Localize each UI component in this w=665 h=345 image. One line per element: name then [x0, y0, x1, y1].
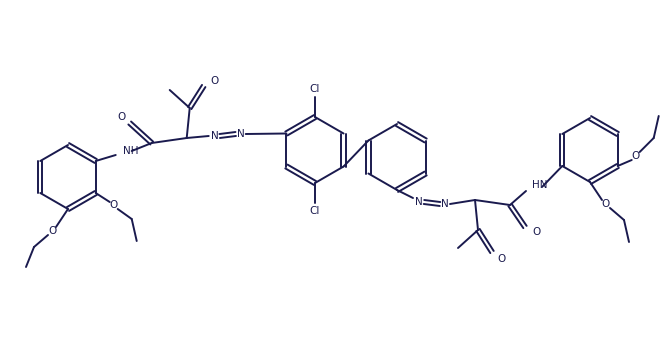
Text: N: N — [415, 197, 423, 207]
Text: N: N — [211, 131, 219, 141]
Text: O: O — [110, 200, 118, 210]
Text: O: O — [211, 76, 219, 86]
Text: HN: HN — [532, 180, 547, 190]
Text: Cl: Cl — [310, 206, 320, 216]
Text: O: O — [632, 151, 640, 161]
Text: O: O — [118, 112, 126, 122]
Text: O: O — [532, 227, 540, 237]
Text: N: N — [237, 129, 245, 139]
Text: N: N — [441, 199, 449, 209]
Text: O: O — [602, 199, 610, 209]
Text: O: O — [497, 254, 505, 264]
Text: O: O — [48, 226, 56, 236]
Text: Cl: Cl — [310, 84, 320, 94]
Text: NH: NH — [123, 146, 138, 156]
